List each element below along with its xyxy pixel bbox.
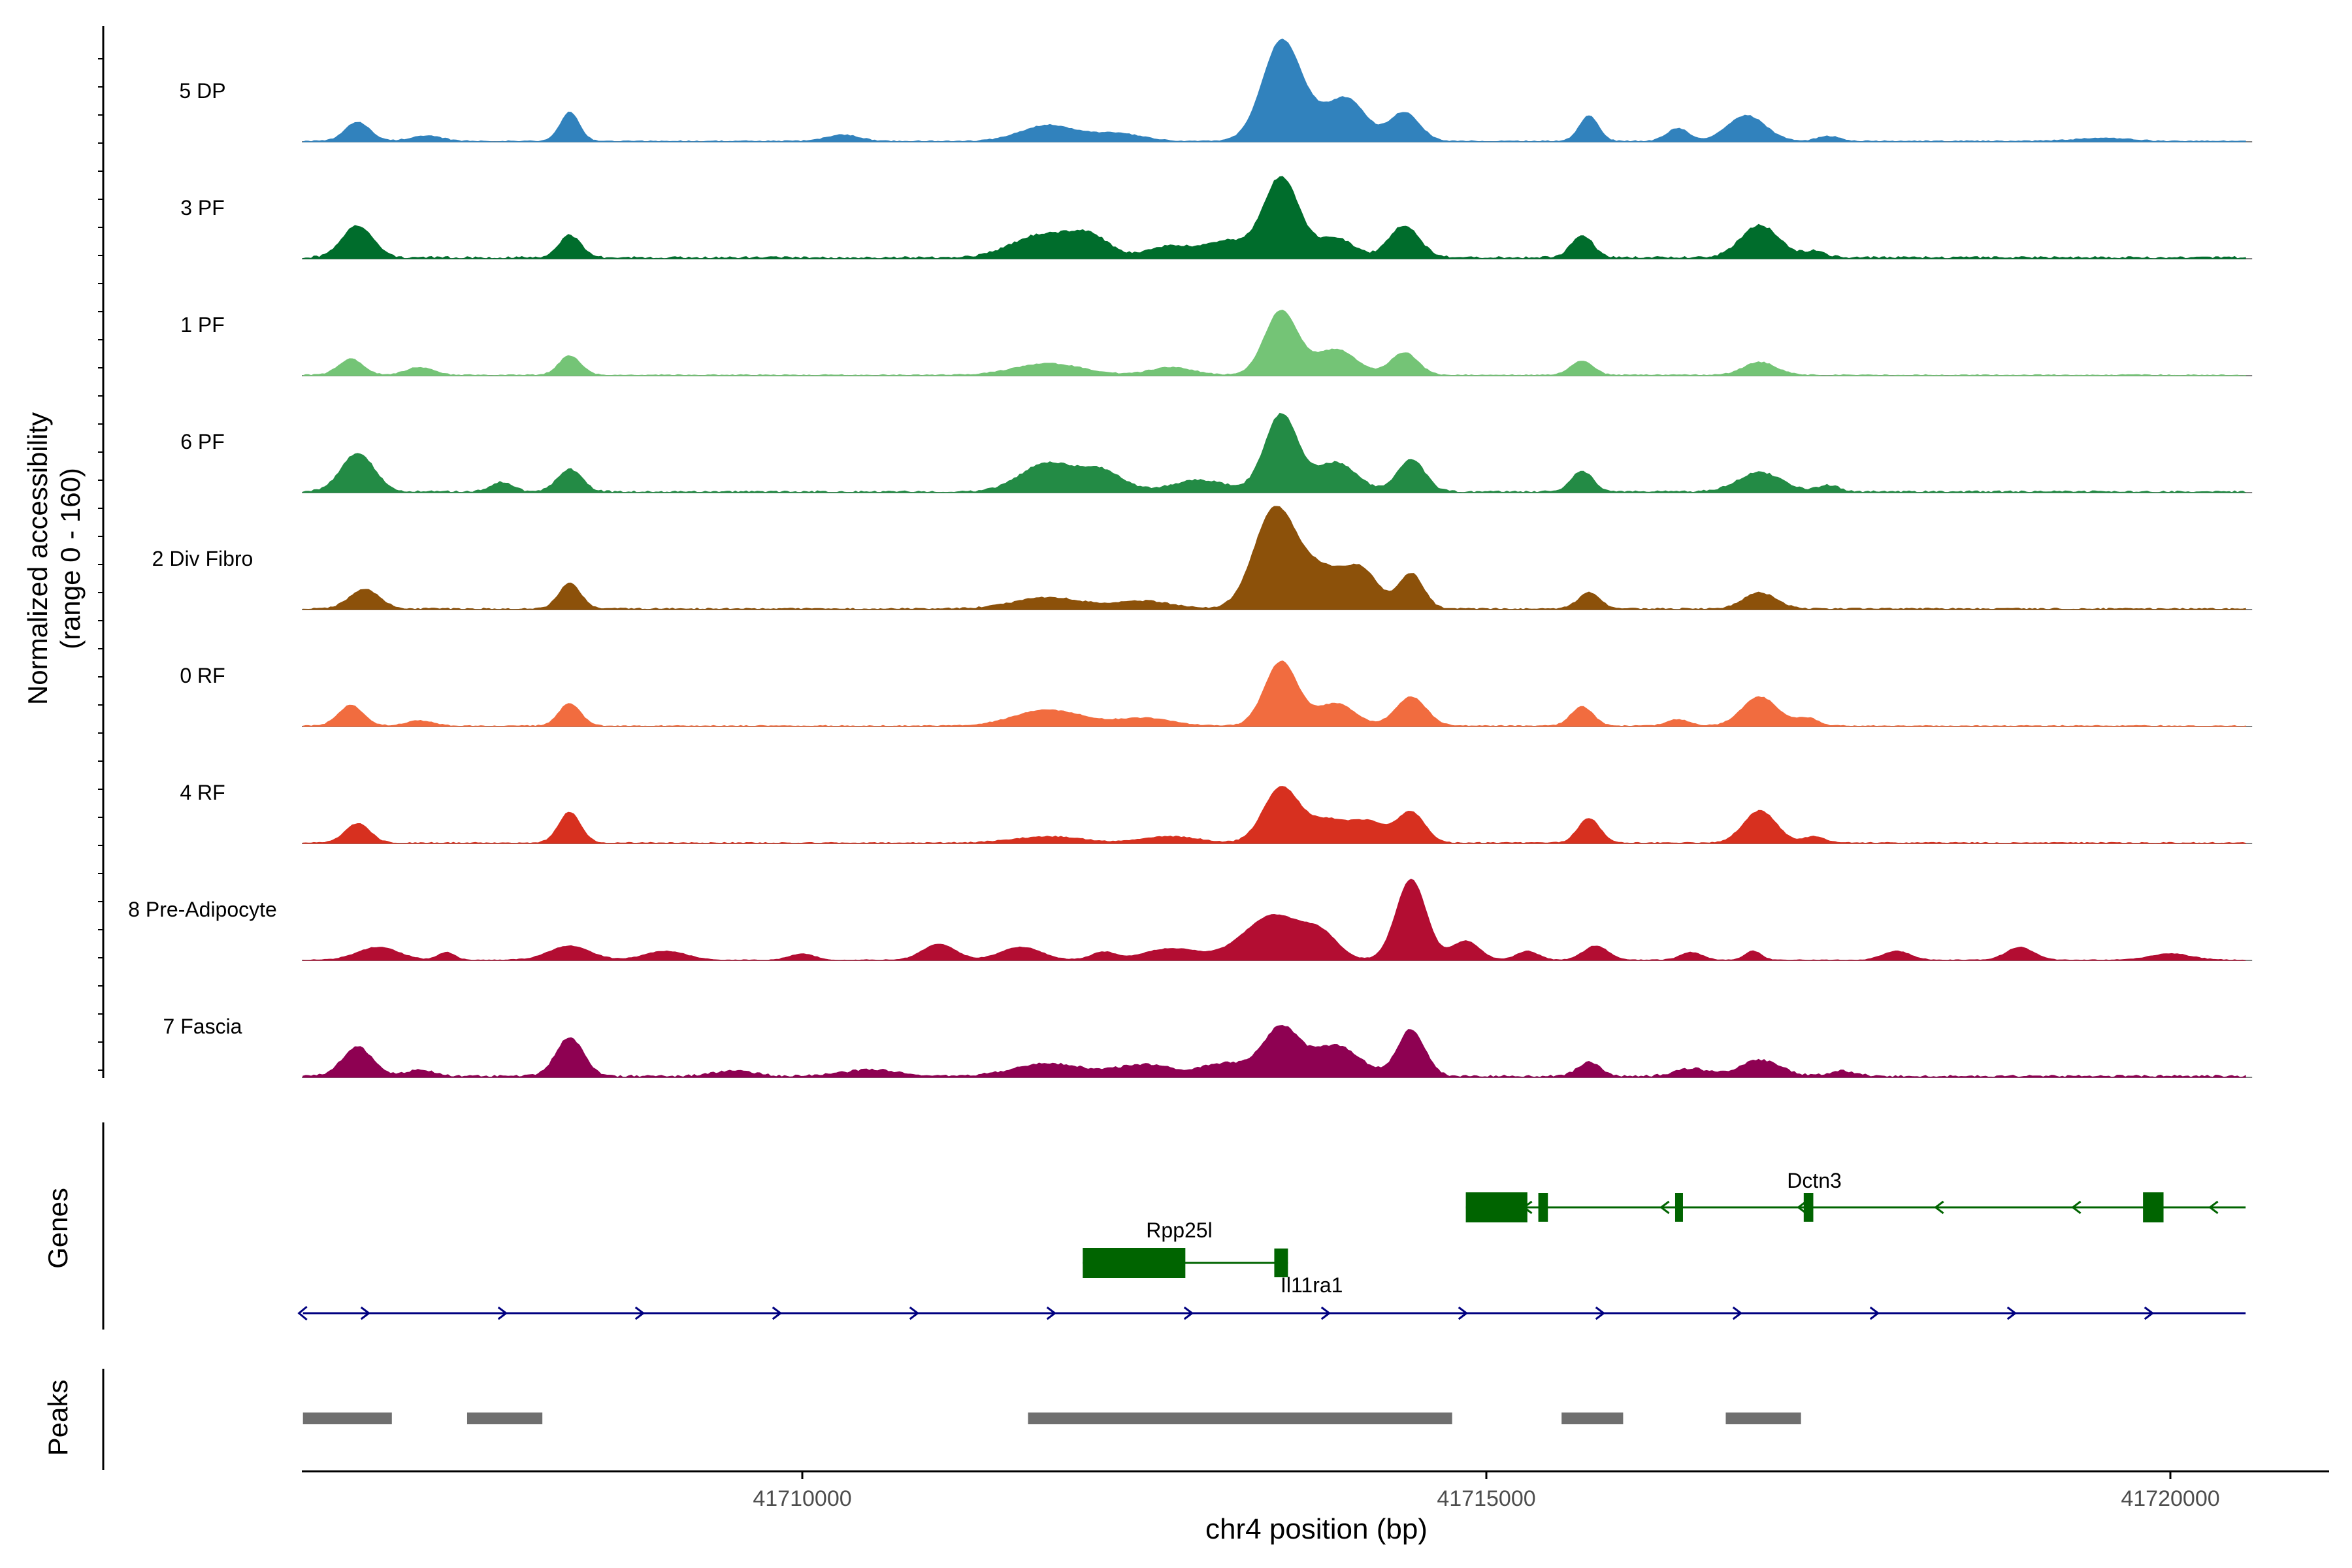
coverage-area-0-rf: [302, 660, 2246, 727]
strand-arrow: [1458, 1306, 1469, 1320]
strand-arrow: [1183, 1306, 1194, 1320]
peaks-axis-title: Peaks: [42, 1380, 73, 1456]
coverage-area-2-div-fibro: [302, 506, 2246, 610]
exon-block: [1803, 1193, 1814, 1222]
peak-region-bar: [466, 1413, 543, 1424]
track-label: 7 Fascia: [163, 1015, 242, 1038]
track-label: 6 PF: [180, 430, 225, 453]
exon-block: [1274, 1249, 1288, 1277]
y-axis-title-line1: Normalized accessibility: [22, 412, 53, 705]
strand-arrow: [360, 1306, 371, 1320]
strand-arrow: [297, 1305, 308, 1321]
track-label: 1 PF: [180, 313, 225, 336]
coverage-area-4-rf: [302, 786, 2246, 844]
coverage-area-7-fascia: [302, 1024, 2246, 1078]
strand-arrow: [1797, 1200, 1807, 1215]
track-label: 3 PF: [180, 196, 225, 220]
track-label: 4 RF: [180, 781, 225, 804]
coverage-tracks: 5 DP 3 PF 1 PF 6 PF 2 Div Fibro 0 RF 4 RF 8 Pre…: [128, 39, 2253, 1078]
track-label: 0 RF: [180, 664, 225, 687]
track-label: 2 Div Fibro: [152, 547, 253, 570]
strand-arrow: [2006, 1306, 2017, 1320]
peak-region-bar: [1028, 1413, 1452, 1424]
peak-regions: [302, 1413, 1801, 1424]
exon-block: [1083, 1248, 1186, 1278]
track-label: 5 DP: [179, 79, 225, 103]
x-tick-label: 41710000: [753, 1486, 851, 1511]
gene-annotations: Dctn3 Rpp25l Il11ra1: [297, 1169, 2246, 1321]
strand-arrow: [909, 1306, 920, 1320]
x-axis-ticks: 41710000 41715000 41720000: [753, 1471, 2220, 1511]
strand-arrow: [1595, 1306, 1606, 1320]
strand-arrow: [1659, 1200, 1670, 1215]
strand-arrow: [1046, 1306, 1057, 1320]
coverage-area-8-pre-adipocyte: [302, 878, 2246, 961]
strand-arrow: [497, 1306, 508, 1320]
x-tick-label: 41720000: [2121, 1486, 2219, 1511]
peak-region-bar: [1561, 1413, 1624, 1424]
exon-block: [2143, 1192, 2164, 1222]
strand-arrow: [772, 1306, 783, 1320]
exon-block: [1465, 1192, 1527, 1222]
strand-arrow: [2208, 1200, 2219, 1215]
coverage-area-3-pf: [302, 176, 2246, 259]
track-label: 8 Pre-Adipocyte: [128, 898, 277, 921]
strand-arrow: [634, 1306, 645, 1320]
coverage-area-5-dp: [302, 39, 2246, 142]
strand-arrow: [1320, 1306, 1331, 1320]
coverage-area-1-pf: [302, 309, 2246, 376]
peak-region-bar: [302, 1413, 392, 1424]
x-tick-label: 41715000: [1437, 1486, 1535, 1511]
peak-region-bar: [1725, 1413, 1801, 1424]
coverage-area-6-pf: [302, 412, 2246, 493]
y-axis-title-line2: (range 0 - 160): [55, 468, 86, 649]
gene-label: Dctn3: [1787, 1169, 1842, 1192]
axes: Normalized accessibility (range 0 - 160)…: [22, 26, 2329, 1545]
exon-block: [1674, 1193, 1683, 1222]
strand-arrow: [1869, 1306, 1880, 1320]
genes-axis-title: Genes: [42, 1188, 73, 1269]
gene-label: Il11ra1: [1281, 1273, 1343, 1297]
strand-arrow: [2071, 1200, 2082, 1215]
strand-arrow: [1934, 1200, 1944, 1215]
strand-arrow: [2144, 1306, 2155, 1320]
strand-arrow: [1732, 1306, 1743, 1320]
x-axis-title: chr4 position (bp): [1205, 1513, 1428, 1545]
gene-label: Rpp25l: [1146, 1218, 1212, 1242]
exon-block: [1538, 1193, 1548, 1222]
